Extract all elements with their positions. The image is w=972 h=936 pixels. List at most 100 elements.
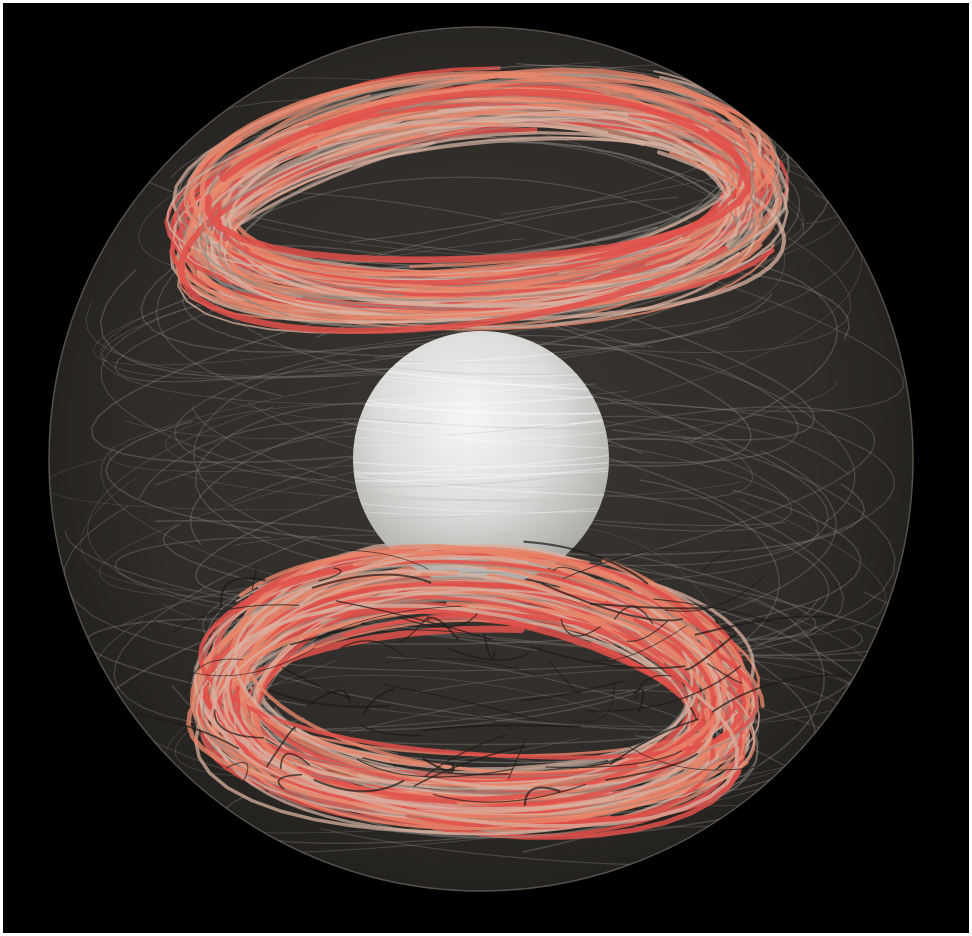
core-streak bbox=[353, 415, 609, 450]
field-line-shadow bbox=[624, 743, 766, 771]
field-line-shadow bbox=[423, 724, 581, 732]
field-line-faint bbox=[92, 194, 843, 366]
field-line-upper bbox=[216, 103, 744, 284]
field-lines-front bbox=[135, 63, 854, 839]
field-line-shadow bbox=[545, 750, 682, 769]
field-line-shadow bbox=[277, 773, 303, 790]
core-streak bbox=[353, 486, 609, 501]
field-line-shadow bbox=[548, 660, 581, 695]
core-streak bbox=[353, 367, 609, 402]
field-line-faint bbox=[198, 244, 816, 441]
core-streak bbox=[353, 459, 609, 488]
field-line-shadow bbox=[634, 674, 671, 700]
field-line-shadow bbox=[356, 758, 514, 778]
core-streak bbox=[353, 446, 609, 476]
field-line-shadow bbox=[172, 604, 300, 633]
field-line-upper bbox=[403, 115, 785, 286]
field-line-faint bbox=[155, 176, 745, 397]
field-line-faint bbox=[647, 450, 837, 635]
image-frame bbox=[3, 3, 969, 933]
field-line-faint bbox=[49, 458, 320, 511]
field-line-faint bbox=[300, 136, 787, 285]
core-streak bbox=[353, 490, 609, 513]
field-line-shadow bbox=[633, 688, 645, 713]
field-line-shadow bbox=[340, 640, 408, 659]
core-streak bbox=[353, 395, 609, 415]
field-line-shadow bbox=[531, 646, 686, 670]
field-line-upper bbox=[204, 71, 790, 276]
field-line-shadow bbox=[266, 726, 296, 768]
field-line-shadow bbox=[185, 658, 244, 696]
field-line-shadow bbox=[413, 745, 525, 787]
field-line-shadow bbox=[318, 567, 342, 582]
core-streak bbox=[353, 551, 609, 582]
field-line-shadow bbox=[519, 680, 624, 702]
field-line-shadow bbox=[433, 783, 586, 803]
core-streak bbox=[353, 387, 609, 406]
field-line-faint bbox=[218, 190, 904, 413]
inner-core-streaks bbox=[353, 335, 609, 587]
field-line-shadow bbox=[213, 709, 265, 739]
field-line-shadow bbox=[523, 540, 649, 585]
field-line-faint bbox=[109, 381, 838, 472]
field-line-shadow bbox=[541, 582, 684, 622]
field-line-lower bbox=[195, 645, 755, 816]
field-line-shadow bbox=[562, 548, 688, 579]
field-line-lower bbox=[213, 607, 744, 794]
field-line-upper bbox=[223, 163, 736, 317]
field-line-shadow bbox=[313, 778, 405, 793]
field-line-shadow bbox=[335, 600, 493, 641]
field-line-shadow bbox=[689, 707, 697, 720]
core-streak bbox=[353, 335, 609, 366]
field-line-shadow bbox=[251, 567, 258, 591]
field-line-faint bbox=[193, 358, 383, 560]
field-line-shadow bbox=[348, 629, 480, 639]
field-line-faint bbox=[189, 416, 394, 545]
core-streak bbox=[353, 453, 609, 468]
core-streak bbox=[353, 406, 609, 430]
field-line-upper bbox=[183, 95, 577, 277]
field-line-shadow bbox=[362, 688, 395, 715]
field-line-lower bbox=[213, 572, 720, 810]
field-line-shadow bbox=[135, 713, 240, 750]
field-line-faint bbox=[191, 406, 793, 532]
field-line-shadow bbox=[225, 762, 249, 785]
core-streak bbox=[353, 350, 609, 381]
field-line-shadow bbox=[560, 619, 601, 637]
core-streak bbox=[353, 462, 609, 488]
field-line-shadow bbox=[707, 663, 743, 684]
field-line-shadow bbox=[311, 573, 432, 589]
field-line-upper bbox=[218, 140, 741, 309]
core-streak bbox=[353, 494, 609, 520]
core-streak bbox=[353, 483, 609, 503]
field-line-faint bbox=[282, 666, 861, 746]
field-line-faint bbox=[591, 358, 799, 464]
field-line-faint bbox=[496, 481, 830, 661]
field-line-shadow bbox=[360, 724, 421, 737]
field-line-shadow bbox=[589, 602, 711, 610]
core-streak bbox=[353, 353, 609, 376]
core-streak bbox=[353, 496, 609, 516]
field-line-shadow bbox=[605, 753, 698, 781]
core-streak bbox=[353, 358, 609, 377]
core-streak bbox=[353, 424, 609, 446]
field-line-faint bbox=[114, 196, 678, 383]
field-line-shadow bbox=[592, 625, 688, 661]
field-line-shadow bbox=[282, 666, 352, 699]
field-line-shadow bbox=[448, 648, 529, 661]
field-line-shadow bbox=[189, 647, 316, 677]
field-line-shadow bbox=[279, 752, 310, 769]
field-line-lower bbox=[191, 563, 759, 778]
field-line-faint bbox=[64, 437, 896, 672]
field-line-upper bbox=[213, 63, 783, 280]
field-line-faint bbox=[424, 406, 876, 586]
field-line-shadow bbox=[316, 605, 462, 640]
field-line-shadow bbox=[470, 713, 519, 734]
field-line-faint bbox=[154, 519, 913, 661]
field-line-upper bbox=[166, 125, 691, 277]
field-line-visualization bbox=[48, 26, 914, 892]
core-streak bbox=[353, 354, 609, 382]
field-line-shadow bbox=[571, 681, 615, 723]
field-line-shadow bbox=[626, 620, 669, 642]
field-line-shadow bbox=[483, 633, 496, 660]
